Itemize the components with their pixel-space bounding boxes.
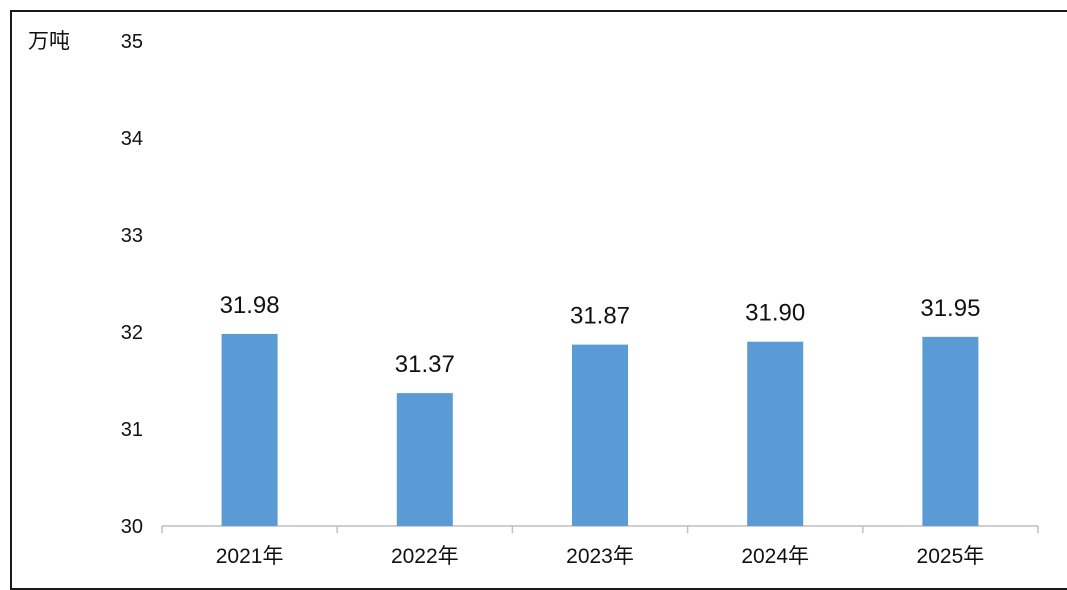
bar-value-label: 31.90 bbox=[745, 300, 805, 327]
x-category-label: 2022年 bbox=[391, 545, 459, 568]
x-category-label: 2025年 bbox=[917, 545, 985, 568]
bar-value-label: 31.37 bbox=[395, 351, 455, 378]
y-tick-label: 32 bbox=[121, 322, 143, 344]
y-tick-label: 33 bbox=[121, 225, 143, 247]
bar-value-label: 31.95 bbox=[920, 295, 980, 322]
bar bbox=[572, 344, 628, 526]
y-tick-label: 31 bbox=[121, 419, 143, 441]
x-category-label: 2024年 bbox=[741, 545, 809, 568]
value-labels: 31.98 31.37 31.87 31.90 31.95 bbox=[220, 292, 981, 378]
y-unit-label: 万吨 bbox=[28, 30, 70, 53]
y-tick-label: 35 bbox=[121, 31, 143, 53]
x-axis-ticks bbox=[161, 526, 1039, 533]
bar bbox=[922, 336, 979, 526]
y-tick-label: 30 bbox=[121, 516, 143, 538]
bar-value-label: 31.87 bbox=[570, 303, 630, 330]
bar bbox=[221, 333, 278, 526]
category-labels: 2021年 2022年 2023年 2024年 2025年 bbox=[216, 545, 985, 568]
y-axis-ticks: 30 31 32 33 34 35 bbox=[121, 31, 143, 538]
x-category-label: 2021年 bbox=[216, 545, 284, 568]
bar-series bbox=[221, 333, 979, 526]
bar-value-label: 31.98 bbox=[220, 292, 280, 319]
x-category-label: 2023年 bbox=[566, 545, 634, 568]
y-tick-label: 34 bbox=[121, 128, 143, 150]
bar bbox=[747, 341, 804, 526]
bar bbox=[396, 393, 453, 526]
